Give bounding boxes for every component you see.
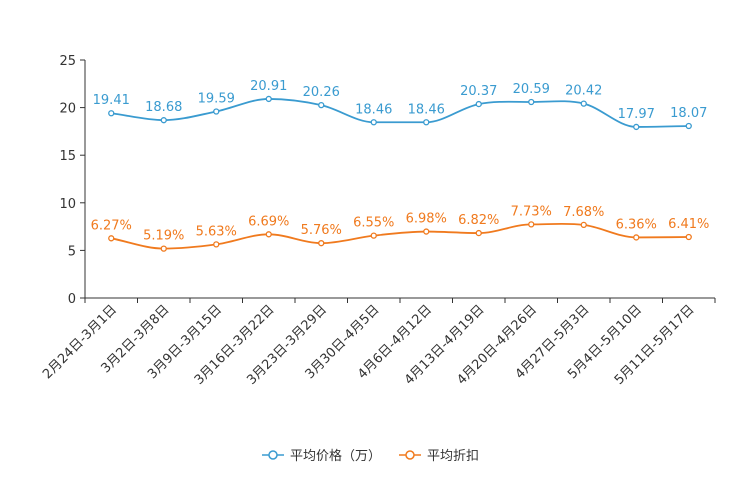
data-point <box>265 95 272 103</box>
legend-discount-label: 平均折扣 <box>427 449 479 464</box>
data-label: 18.46 <box>408 102 445 117</box>
data-label: 6.69% <box>248 214 289 229</box>
data-point <box>528 98 535 106</box>
data-label: 6.36% <box>616 217 657 232</box>
data-point <box>213 241 220 248</box>
data-label: 20.59 <box>513 82 550 97</box>
data-label: 18.46 <box>355 102 392 117</box>
data-point <box>685 122 692 130</box>
data-label: 18.07 <box>670 106 707 121</box>
y-axis: 0 5 10 15 20 25 <box>59 54 86 307</box>
data-point <box>108 110 115 117</box>
data-point <box>528 221 535 228</box>
data-label: 6.41% <box>668 217 709 232</box>
data-label: 5.63% <box>196 224 237 239</box>
data-label: 7.68% <box>563 205 604 220</box>
data-label: 5.76% <box>301 223 342 238</box>
data-point <box>475 100 482 108</box>
y-tick-label: 10 <box>59 197 76 212</box>
data-label: 19.41 <box>93 93 130 108</box>
series-layer: 19.41 18.68 19.59 20.91 20.26 18.46 18.46 20.37… <box>91 79 709 252</box>
data-point <box>633 234 640 241</box>
data-point <box>580 100 587 107</box>
data-label: 20.42 <box>565 84 602 99</box>
y-tick-label: 20 <box>59 102 76 117</box>
data-point <box>108 235 115 242</box>
legend: 平均价格（万） 平均折扣 <box>262 448 479 464</box>
data-point <box>580 221 587 229</box>
data-point <box>423 228 430 235</box>
data-point <box>633 123 640 131</box>
data-point <box>685 233 692 241</box>
data-label: 6.27% <box>91 218 132 233</box>
data-label: 18.68 <box>145 100 182 115</box>
data-label: 5.19% <box>143 229 184 244</box>
data-label: 17.97 <box>618 107 655 122</box>
data-point <box>213 108 220 115</box>
y-tick-label: 5 <box>68 244 76 259</box>
data-label: 19.59 <box>198 92 235 107</box>
data-point <box>423 119 430 126</box>
data-point <box>318 240 325 247</box>
data-point <box>160 117 167 124</box>
data-point <box>370 232 377 239</box>
series-line <box>111 222 689 250</box>
legend-item-price[interactable]: 平均价格（万） <box>262 448 381 464</box>
data-label: 6.98% <box>406 212 447 227</box>
series-1: 6.27% 5.19% 5.63% 6.69% 5.76% 6.55% 6.98% 6.82%… <box>91 204 709 252</box>
data-point <box>475 229 482 237</box>
y-tick-label: 0 <box>68 292 76 307</box>
series-0: 19.41 18.68 19.59 20.91 20.26 18.46 18.46 20.37… <box>93 79 707 131</box>
data-label: 7.73% <box>511 204 552 219</box>
data-point <box>370 119 377 126</box>
data-label: 6.82% <box>458 213 499 228</box>
data-label: 20.91 <box>250 79 287 94</box>
y-tick-label: 15 <box>59 149 76 164</box>
legend-price-marker <box>268 450 278 460</box>
y-tick-label: 25 <box>59 54 76 69</box>
legend-discount-marker <box>405 450 415 460</box>
legend-item-discount[interactable]: 平均折扣 <box>399 449 479 464</box>
data-point <box>160 245 167 252</box>
legend-price-label: 平均价格（万） <box>290 448 381 464</box>
data-point <box>265 231 272 238</box>
data-label: 6.55% <box>353 216 394 231</box>
data-label: 20.26 <box>303 85 340 100</box>
series-line <box>111 98 689 128</box>
x-axis: 2月24日-3月1日3月2日-3月8日3月9日-3月15日3月16日-3月22日… <box>40 297 716 388</box>
data-point <box>318 101 325 109</box>
data-label: 20.37 <box>460 84 497 99</box>
